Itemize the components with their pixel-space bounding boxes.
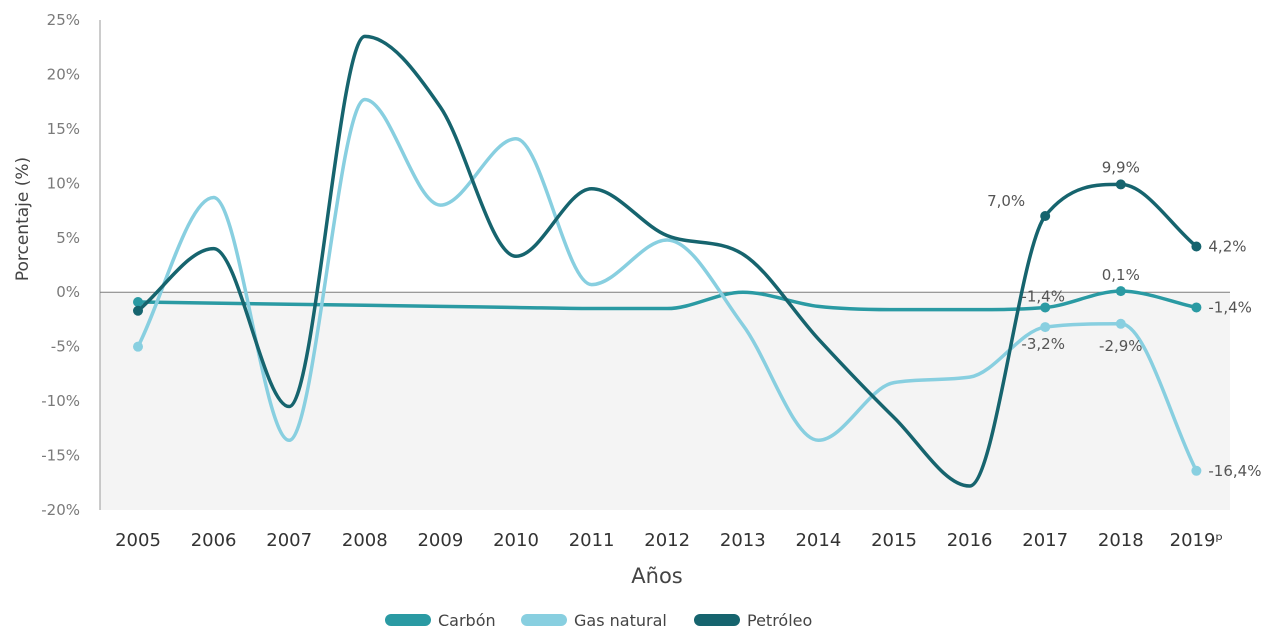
- series-markers: [133, 179, 1202, 476]
- y-tick-label: 20%: [47, 65, 80, 83]
- x-tick-label: 2018: [1098, 530, 1144, 551]
- legend-swatch-gas-natural: [521, 614, 567, 626]
- y-axis-title: Porcentaje (%): [13, 157, 33, 281]
- x-tick-label: 2006: [191, 530, 237, 551]
- data-label-petroleo: 9,9%: [1102, 158, 1140, 176]
- legend-label-petroleo: Petróleo: [747, 611, 812, 630]
- legend-swatch-carbon: [385, 614, 431, 626]
- data-point-gas-natural: [1040, 322, 1051, 333]
- data-point-petroleo: [1115, 179, 1126, 190]
- x-tick-label: 2019ᵖ: [1170, 530, 1224, 551]
- series-line-carbon: [136, 289, 1199, 312]
- x-tick-label: 2010: [493, 530, 539, 551]
- y-tick-label: -10%: [41, 392, 80, 410]
- data-label-carbon: 0,1%: [1102, 266, 1140, 284]
- series-lines: [136, 34, 1199, 488]
- data-label-carbon: -1,4%: [1021, 287, 1065, 305]
- data-label-gas-natural: -3,2%: [1021, 335, 1065, 353]
- x-tick-label: 2012: [644, 530, 690, 551]
- x-tick-label: 2013: [720, 530, 766, 551]
- x-tick-label: 2009: [417, 530, 463, 551]
- y-tick-label: -5%: [51, 338, 80, 356]
- data-point-carbon: [1191, 302, 1202, 313]
- data-point-gas-natural: [1115, 318, 1126, 329]
- data-label-petroleo: 4,2%: [1208, 237, 1246, 255]
- y-tick-label: -20%: [41, 501, 80, 519]
- y-tick-label: 15%: [47, 120, 80, 138]
- y-tick-label: -15%: [41, 447, 80, 465]
- legend: Carbón Gas natural Petróleo: [385, 611, 812, 630]
- data-point-carbon: [133, 297, 143, 308]
- x-tick-label: 2007: [266, 530, 312, 551]
- x-axis-ticks: 2005 2006 2007 2008 2009 2010 2011 2012 2013 2014…: [115, 530, 1223, 551]
- x-tick-label: 2016: [947, 530, 993, 551]
- data-point-petroleo: [133, 305, 143, 316]
- x-tick-label: 2008: [342, 530, 388, 551]
- legend-label-carbon: Carbón: [438, 611, 496, 630]
- data-label-petroleo: 7,0%: [987, 192, 1025, 210]
- x-tick-label: 2017: [1022, 530, 1068, 551]
- legend-label-gas-natural: Gas natural: [574, 611, 667, 630]
- data-point-gas-natural: [133, 341, 143, 352]
- data-label-carbon: -1,4%: [1208, 298, 1252, 316]
- data-point-petroleo: [1191, 241, 1202, 252]
- y-axis-ticks: 25% 20% 15% 10% 5% 0% -5% -10% -15% -20%: [41, 11, 80, 519]
- x-tick-label: 2005: [115, 530, 161, 551]
- y-tick-label: 10%: [47, 174, 80, 192]
- data-label-gas-natural: -2,9%: [1099, 337, 1143, 355]
- x-axis-title: Años: [631, 564, 682, 588]
- data-label-gas-natural: -16,4%: [1208, 462, 1261, 480]
- x-tick-label: 2015: [871, 530, 917, 551]
- y-tick-label: 5%: [56, 229, 80, 247]
- data-point-carbon: [1115, 286, 1126, 297]
- y-tick-label: 25%: [47, 11, 80, 29]
- x-tick-label: 2014: [795, 530, 841, 551]
- series-line-petroleo: [136, 34, 1199, 488]
- data-point-carbon: [1040, 302, 1051, 313]
- data-labels: 7,0% 9,9% 4,2% -1,4% 0,1% -1,4% -3,2% -2,9% -16,…: [987, 158, 1261, 479]
- legend-swatch-petroleo: [694, 614, 740, 626]
- series-line-gas-natural: [136, 97, 1199, 473]
- data-point-gas-natural: [1191, 465, 1202, 476]
- data-point-petroleo: [1040, 211, 1051, 221]
- y-tick-label: 0%: [56, 283, 80, 301]
- x-tick-label: 2011: [569, 530, 615, 551]
